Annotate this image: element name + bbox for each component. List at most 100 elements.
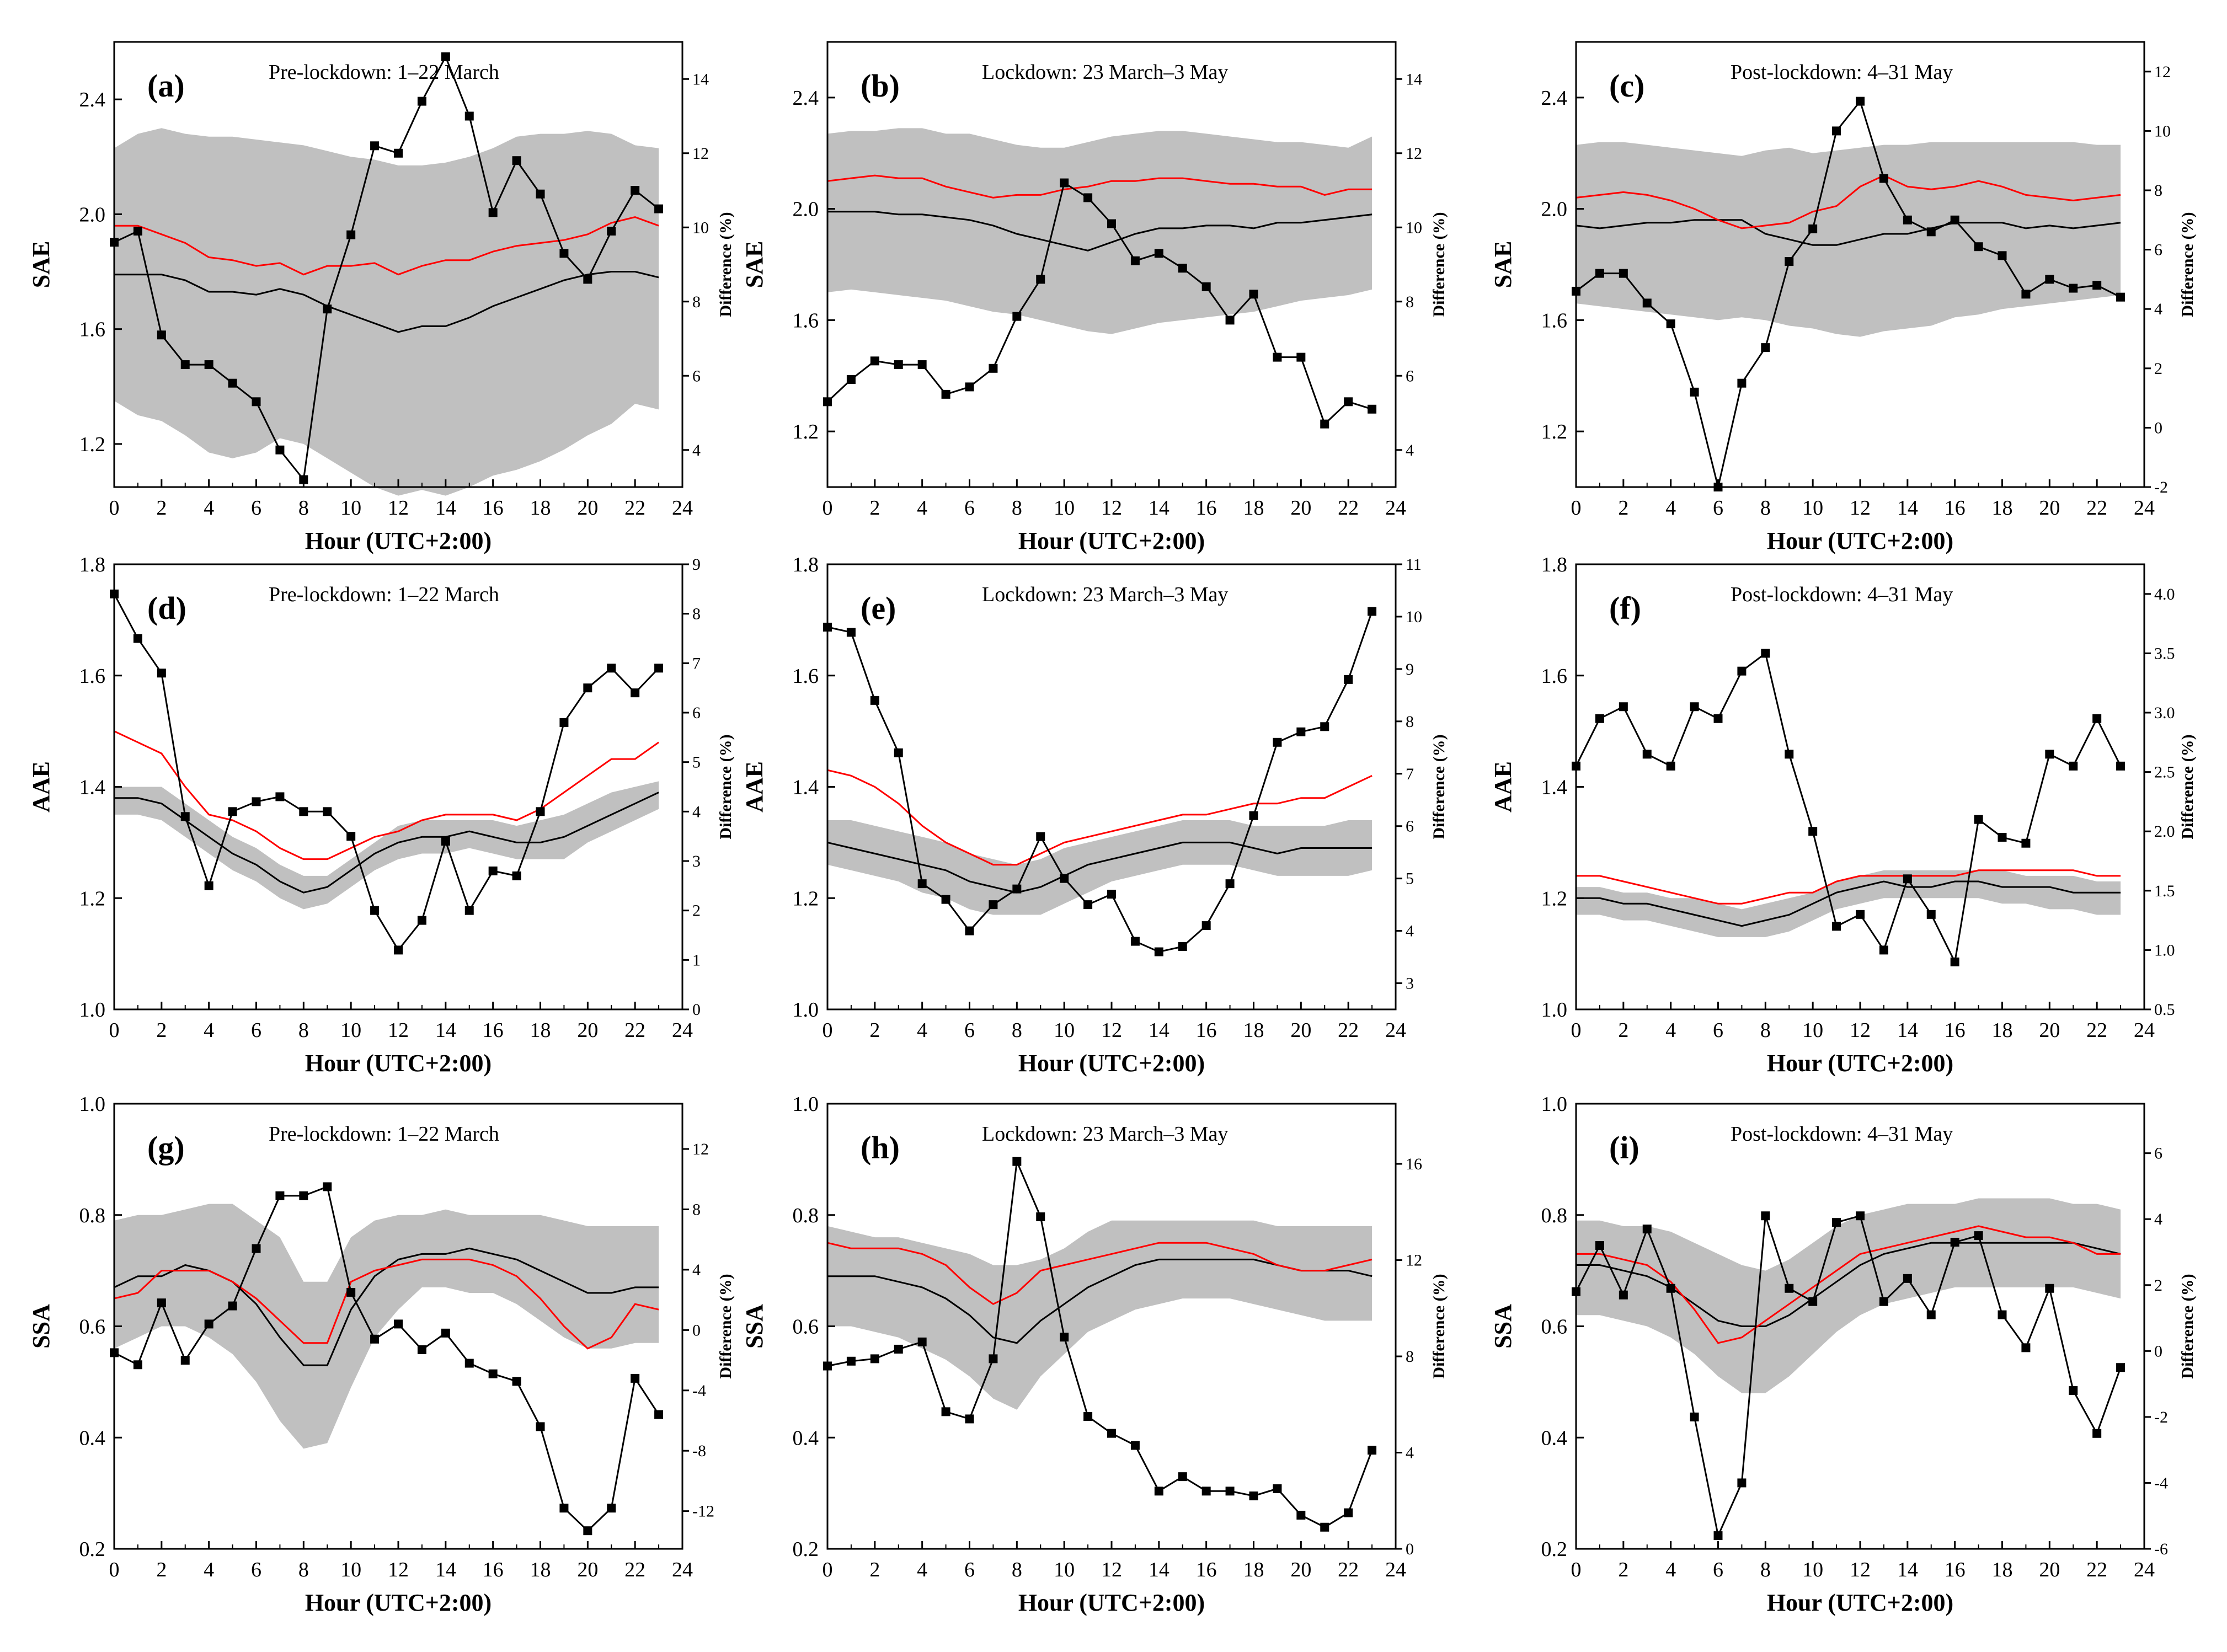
panel-d: 0 2 4 6 8 10 12 14 16 18 20 22 241.01.21.41.61.80123…	[28, 553, 735, 1077]
difference-marker	[441, 1328, 450, 1338]
right-y-tick-label: 12	[692, 1140, 709, 1158]
difference-marker	[2092, 1429, 2102, 1438]
right-y-tick-label: 2	[2154, 360, 2162, 378]
x-tick-label: 6	[251, 1019, 261, 1042]
x-tick-label: 10	[1802, 1019, 1823, 1042]
y-tick-label: 1.0	[793, 1093, 819, 1116]
x-tick-label: 4	[204, 496, 214, 520]
difference-marker	[133, 1360, 142, 1370]
difference-marker	[1690, 1412, 1699, 1421]
difference-marker	[654, 664, 664, 673]
right-y-tick-label: 7	[692, 654, 701, 672]
difference-line	[827, 1158, 1373, 1528]
difference-marker	[536, 1422, 545, 1431]
difference-marker	[846, 1356, 856, 1366]
x-tick-label: 14	[435, 496, 456, 520]
red-series-line	[114, 216, 659, 276]
difference-marker	[252, 397, 261, 407]
right-axis-title: Difference (%)	[2178, 734, 2197, 839]
right-y-tick-label: -4	[2154, 1474, 2168, 1492]
x-tick-label: 6	[964, 496, 975, 520]
panel-title: Post-lockdown: 4–31 May	[1731, 583, 1953, 606]
difference-marker	[1713, 714, 1723, 723]
difference-marker	[1832, 1218, 1841, 1227]
black-series-line	[1576, 880, 2121, 927]
difference-line	[113, 594, 660, 952]
x-tick-label: 24	[1385, 496, 1406, 520]
difference-marker	[1785, 750, 1794, 759]
difference-marker	[1595, 269, 1604, 278]
difference-marker	[1832, 922, 1841, 931]
difference-marker	[1296, 352, 1306, 362]
x-tick-label: 24	[2134, 1019, 2155, 1042]
x-tick-label: 20	[2039, 1558, 2060, 1581]
x-tick-label: 6	[251, 1558, 261, 1581]
y-tick-label: 1.0	[1541, 998, 1568, 1022]
difference-marker	[1273, 1484, 1282, 1493]
difference-marker	[299, 1191, 308, 1200]
right-y-tick-label: 1.5	[2154, 882, 2175, 900]
difference-marker	[941, 389, 950, 399]
shaded-band	[1576, 142, 2121, 337]
x-tick-label: 12	[1101, 1019, 1122, 1042]
difference-marker	[1083, 900, 1093, 910]
difference-marker	[1926, 1310, 1936, 1319]
difference-marker	[631, 688, 640, 698]
right-y-tick-label: 9	[692, 555, 701, 574]
panel-f: 0 2 4 6 8 10 12 14 16 18 20 22 241.01.21.41.61.80.51…	[1489, 553, 2197, 1077]
black-series-line	[1576, 219, 2121, 246]
y-tick-label: 0.6	[79, 1316, 106, 1339]
difference-line	[827, 611, 1373, 953]
x-tick-label: 18	[1243, 1558, 1264, 1581]
x-axis-title: Hour (UTC+2:00)	[305, 1050, 492, 1077]
right-y-tick-label: 16	[1406, 1155, 1422, 1173]
difference-marker	[989, 363, 998, 373]
y-tick-label: 2.4	[79, 88, 106, 111]
difference-marker	[1225, 1487, 1235, 1496]
x-tick-label: 6	[1713, 496, 1723, 520]
y-tick-label: 1.4	[1541, 776, 1568, 799]
difference-marker	[1690, 387, 1699, 397]
red-series-line	[827, 174, 1372, 199]
right-y-tick-label: 3	[1406, 975, 1414, 993]
x-tick-label: 8	[298, 1019, 309, 1042]
difference-marker	[846, 628, 856, 637]
right-y-tick-label: 4	[2154, 1210, 2162, 1228]
right-y-tick-label: 4.0	[2154, 585, 2175, 603]
x-tick-label: 12	[1850, 1019, 1871, 1042]
difference-marker	[607, 664, 616, 673]
x-tick-label: 2	[156, 1019, 167, 1042]
difference-marker	[275, 792, 285, 801]
right-y-tick-label: 8	[692, 293, 701, 311]
difference-marker	[488, 1369, 498, 1378]
x-tick-label: 14	[1149, 1019, 1169, 1042]
difference-marker	[133, 226, 142, 236]
x-tick-label: 6	[1713, 1019, 1723, 1042]
right-y-tick-label: 12	[1406, 1252, 1422, 1270]
x-tick-label: 0	[1571, 1558, 1582, 1581]
black-series-line	[114, 271, 659, 333]
y-tick-label: 0.6	[793, 1316, 819, 1339]
difference-marker	[536, 189, 545, 199]
difference-marker	[157, 669, 166, 678]
x-tick-label: 8	[1760, 1019, 1771, 1042]
x-tick-label: 2	[869, 496, 880, 520]
right-y-tick-label: 1	[692, 951, 701, 969]
y-tick-label: 0.8	[79, 1204, 106, 1227]
difference-marker	[488, 208, 498, 217]
difference-marker	[228, 1301, 237, 1311]
x-axis-title: Hour (UTC+2:00)	[1018, 527, 1205, 554]
x-tick-label: 14	[1897, 496, 1918, 520]
x-tick-label: 16	[483, 496, 504, 520]
x-tick-label: 10	[340, 1558, 361, 1581]
right-axis-title: Difference (%)	[717, 734, 735, 839]
difference-marker	[965, 926, 974, 935]
plot-frame	[826, 563, 1397, 1011]
y-tick-label: 1.0	[79, 998, 106, 1022]
x-tick-label: 14	[1897, 1019, 1918, 1042]
difference-marker	[1950, 957, 1959, 966]
difference-marker	[1201, 1487, 1211, 1496]
right-y-tick-label: 12	[2154, 63, 2171, 81]
x-tick-label: 0	[109, 1019, 120, 1042]
difference-marker	[1060, 874, 1069, 883]
